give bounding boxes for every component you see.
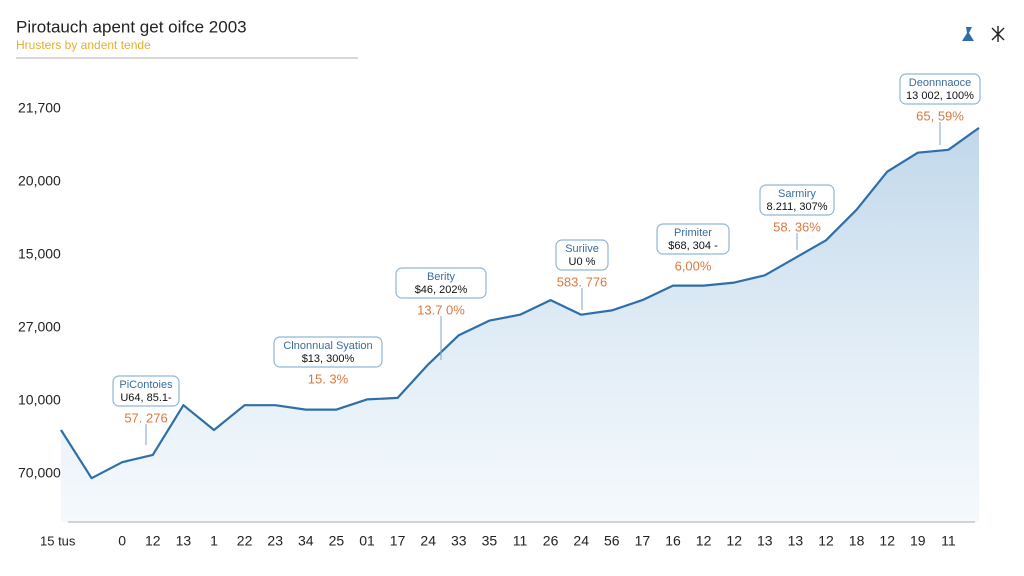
x-tick-label: 24 — [420, 533, 436, 549]
annotation-note: 65, 59% — [916, 108, 964, 123]
x-tick-label: 33 — [451, 533, 467, 549]
x-tick-label: 25 — [329, 533, 345, 549]
x-tick-label: 01 — [359, 533, 375, 549]
annotation-title: Clnonnual Syation — [283, 340, 372, 352]
annotation-note: 57. 276 — [124, 410, 167, 425]
x-tick-label: 12 — [145, 533, 161, 549]
x-tick-label: 23 — [267, 533, 283, 549]
annotation-note: 15. 3% — [308, 371, 349, 386]
annotation-label: U64, 85.1- — [120, 392, 172, 404]
y-tick-label: 20,000 — [18, 173, 61, 189]
x-tick-label: 12 — [879, 533, 895, 549]
annotation-label: 13 002, 100% — [906, 90, 974, 102]
x-tick-label: 56 — [604, 533, 620, 549]
y-tick-label: 27,000 — [18, 319, 61, 335]
annotation: Clnonnual Syation$13, 300% 15. 3% — [273, 336, 383, 386]
annotation: Berity$46, 202% 13.7 0% — [395, 267, 487, 360]
annotation-title: PiContoies — [119, 379, 173, 391]
x-axis-label: 15 tus — [40, 533, 76, 548]
x-tick-label: 17 — [635, 533, 651, 549]
x-tick-label: 12 — [696, 533, 712, 549]
x-tick-label: 35 — [482, 533, 498, 549]
annotation-box — [899, 73, 981, 105]
annotation: Primiter$68, 304 - 6,00% — [656, 223, 730, 273]
x-tick-label: 34 — [298, 533, 314, 549]
x-tick-label: 13 — [757, 533, 773, 549]
x-tick-label: 19 — [910, 533, 926, 549]
close-icon[interactable] — [991, 26, 1005, 42]
y-tick-label: 70,000 — [18, 465, 61, 481]
x-tick-label: 17 — [390, 533, 406, 549]
annotation-label: 8.211, 307% — [767, 201, 828, 213]
x-tick-label: 0 — [118, 533, 126, 549]
annotation-title: Primiter — [674, 227, 712, 239]
annotation-title: Deonnnaoce — [909, 77, 971, 89]
annotation-note: 6,00% — [675, 258, 712, 273]
annotation-label: $68, 304 - — [668, 240, 718, 252]
chart-subtitle: Hrusters by andent tende — [16, 38, 151, 52]
y-tick-label: 10,000 — [18, 392, 61, 408]
x-tick-label: 11 — [941, 533, 956, 549]
annotation-title: Sarmiry — [778, 188, 816, 200]
annotation-box — [759, 184, 835, 216]
chart-icon[interactable] — [962, 27, 974, 41]
x-tick-label: 13 — [788, 533, 804, 549]
x-tick-label: 12 — [818, 533, 834, 549]
x-tick-label: 24 — [573, 533, 589, 549]
annotation-note: 58. 36% — [773, 219, 821, 234]
x-tick-label: 22 — [237, 533, 253, 549]
x-tick-label: 12 — [726, 533, 742, 549]
toolbar-icons[interactable] — [962, 26, 1005, 42]
area — [61, 127, 979, 523]
y-tick-label: 21,700 — [18, 100, 61, 116]
annotation-note: 13.7 0% — [417, 302, 465, 317]
x-tick-label: 26 — [543, 533, 559, 549]
annotation-title: Berity — [427, 271, 456, 283]
line — [60, 127, 980, 480]
annotation-box — [555, 239, 609, 271]
annotation-title: Suriive — [565, 243, 599, 255]
annotation-label: $46, 202% — [415, 284, 468, 296]
x-tick-label: 11 — [513, 533, 528, 549]
annotation-box — [395, 267, 487, 299]
annotation-label: $13, 300% — [302, 353, 355, 365]
x-tick-label: 13 — [176, 533, 192, 549]
chart-title: Pirotauch apent get oifce 2003 — [16, 17, 247, 36]
annotation-box — [656, 223, 730, 255]
annotation-label: U0 % — [569, 256, 596, 268]
y-tick-label: 15,000 — [18, 246, 61, 262]
annotation-note: 583. 776 — [557, 274, 608, 289]
x-tick-label: 1 — [210, 533, 218, 549]
x-tick-label: 16 — [665, 533, 681, 549]
annotation-box — [112, 375, 180, 407]
x-tick-label: 18 — [849, 533, 865, 549]
annotation-box — [273, 336, 383, 368]
